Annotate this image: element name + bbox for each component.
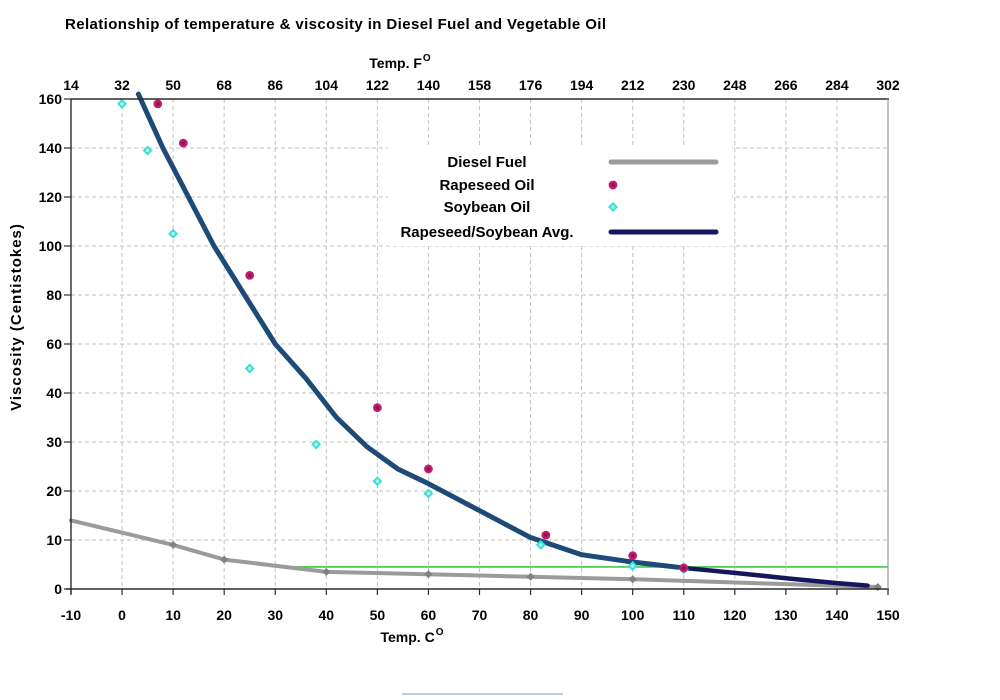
y-axis-tick-label: 30 bbox=[46, 434, 62, 450]
soybean-oil-point-core bbox=[120, 102, 124, 106]
x-axis-bottom-tick-label: 120 bbox=[723, 607, 747, 623]
x-axis-top-tick-label: 302 bbox=[876, 77, 900, 93]
rapeseed-soybean-avg-line bbox=[135, 91, 687, 571]
x-axis-bottom-title-sup: O bbox=[436, 627, 444, 638]
y-axis-tick-label: 10 bbox=[46, 532, 62, 548]
x-axis-bottom-tick-label: 10 bbox=[165, 607, 181, 623]
diesel-fuel-marker bbox=[322, 567, 331, 576]
y-axis-tick-label: 160 bbox=[39, 91, 63, 107]
tick-labels-group: 14 32 50 68 86 104 122 140 158 176 194 212 230 248 266… bbox=[39, 77, 900, 623]
legend-label: Diesel Fuel bbox=[447, 154, 526, 171]
x-axis-top-tick-label: 230 bbox=[672, 77, 696, 93]
rapeseed-oil-point-core bbox=[156, 102, 160, 106]
y-axis-title: Viscosity (Centistokes) bbox=[8, 223, 25, 411]
chart-title: Relationship of temperature & viscosity … bbox=[65, 16, 606, 33]
x-axis-bottom-tick-label: 100 bbox=[621, 607, 645, 623]
rapeseed-oil-point-core bbox=[375, 405, 380, 410]
x-axis-top-tick-label: 212 bbox=[621, 77, 645, 93]
soybean-oil-point-core bbox=[248, 366, 252, 371]
x-axis-bottom-tick-label: 70 bbox=[472, 607, 488, 623]
x-axis-top-title-text: Temp. F bbox=[369, 55, 422, 71]
x-axis-top-tick-label: 14 bbox=[63, 77, 79, 93]
soybean-oil-point-core bbox=[426, 491, 431, 496]
y-axis-tick-label: 20 bbox=[46, 483, 62, 499]
x-axis-top-tick-label: 158 bbox=[468, 77, 492, 93]
x-axis-top-tick-label: 122 bbox=[366, 77, 390, 93]
diesel-fuel-marker bbox=[424, 570, 433, 579]
x-axis-bottom-tick-label: -10 bbox=[61, 607, 81, 623]
x-axis-top-tick-label: 194 bbox=[570, 77, 594, 93]
diesel-fuel-line bbox=[69, 518, 880, 590]
rapeseed-oil-point-core bbox=[681, 566, 686, 570]
y-axis-tick-label: 80 bbox=[46, 287, 62, 303]
x-axis-top-tick-label: 266 bbox=[774, 77, 798, 93]
x-axis-top-title: Temp. FO bbox=[369, 53, 431, 71]
x-axis-bottom-tick-label: 60 bbox=[421, 607, 437, 623]
y-axis-tick-label: 100 bbox=[39, 238, 63, 254]
x-axis-bottom-tick-label: 0 bbox=[118, 607, 126, 623]
x-axis-bottom-title: Temp. CO bbox=[381, 627, 444, 645]
x-axis-bottom-tick-label: 20 bbox=[216, 607, 232, 623]
soybean-oil-point-core bbox=[539, 543, 543, 547]
diesel-fuel-marker bbox=[873, 583, 882, 592]
y-axis-tick-label: 140 bbox=[39, 140, 63, 156]
x-axis-bottom-tick-label: 150 bbox=[876, 607, 900, 623]
diesel-fuel-marker bbox=[526, 572, 535, 581]
axes-group bbox=[64, 98, 889, 595]
x-axis-top-tick-label: 50 bbox=[165, 77, 181, 93]
legend-marker-swatch-core bbox=[611, 183, 615, 187]
x-axis-bottom-tick-label: 40 bbox=[319, 607, 335, 623]
x-axis-top-tick-label: 284 bbox=[825, 77, 849, 93]
x-axis-bottom-tick-label: 30 bbox=[267, 607, 283, 623]
x-axis-top-tick-label: 248 bbox=[723, 77, 747, 93]
legend-label: Rapeseed/Soybean Avg. bbox=[400, 224, 573, 241]
x-axis-top-tick-label: 104 bbox=[315, 77, 339, 93]
x-axis-bottom-tick-label: 110 bbox=[672, 607, 695, 623]
y-axis-tick-label: 40 bbox=[46, 385, 62, 401]
rapeseed-oil-point-core bbox=[630, 553, 635, 558]
y-axis-tick-label: 0 bbox=[54, 581, 62, 597]
x-axis-top-tick-label: 68 bbox=[216, 77, 232, 93]
diesel-fuel-marker bbox=[628, 575, 637, 584]
x-axis-bottom-tick-label: 90 bbox=[574, 607, 590, 623]
x-axis-bottom-tick-label: 80 bbox=[523, 607, 539, 623]
soybean-oil-point-core bbox=[314, 442, 318, 447]
x-axis-top-title-sup: O bbox=[423, 53, 431, 64]
x-axis-bottom-tick-label: 50 bbox=[370, 607, 386, 623]
x-axis-bottom-tick-label: 130 bbox=[774, 607, 798, 623]
x-axis-bottom-tick-label: 140 bbox=[825, 607, 849, 623]
diesel-fuel-marker bbox=[169, 540, 178, 549]
legend-group: Diesel Fuel Rapeseed Oil Soybean Oil Rapese… bbox=[388, 147, 732, 246]
x-axis-top-tick-label: 140 bbox=[417, 77, 441, 93]
soybean-oil-point-core bbox=[145, 148, 150, 153]
rapeseed-oil-point-core bbox=[247, 273, 252, 278]
legend-label: Soybean Oil bbox=[444, 199, 531, 216]
series-group bbox=[69, 91, 888, 592]
x-axis-top-tick-label: 176 bbox=[519, 77, 543, 93]
rapeseed-oil-point-core bbox=[181, 141, 186, 145]
y-axis-tick-label: 120 bbox=[39, 189, 63, 205]
soybean-oil-point-core bbox=[630, 564, 635, 568]
legend-marker-swatch-core bbox=[611, 205, 615, 209]
soybean-oil-point-core bbox=[171, 232, 175, 236]
x-axis-top-tick-label: 32 bbox=[114, 77, 130, 93]
rapeseed-soybean-avg-line-tail bbox=[681, 565, 870, 588]
rapeseed-oil-point-core bbox=[544, 533, 548, 537]
x-axis-bottom-title-text: Temp. C bbox=[381, 629, 435, 645]
rapeseed-oil-point-core bbox=[426, 467, 431, 471]
soybean-oil-point-core bbox=[375, 479, 380, 483]
x-axis-top-tick-label: 86 bbox=[267, 77, 283, 93]
y-axis-tick-label: 60 bbox=[46, 336, 62, 352]
legend-label: Rapeseed Oil bbox=[439, 177, 534, 194]
diesel-fuel-marker bbox=[220, 555, 229, 564]
